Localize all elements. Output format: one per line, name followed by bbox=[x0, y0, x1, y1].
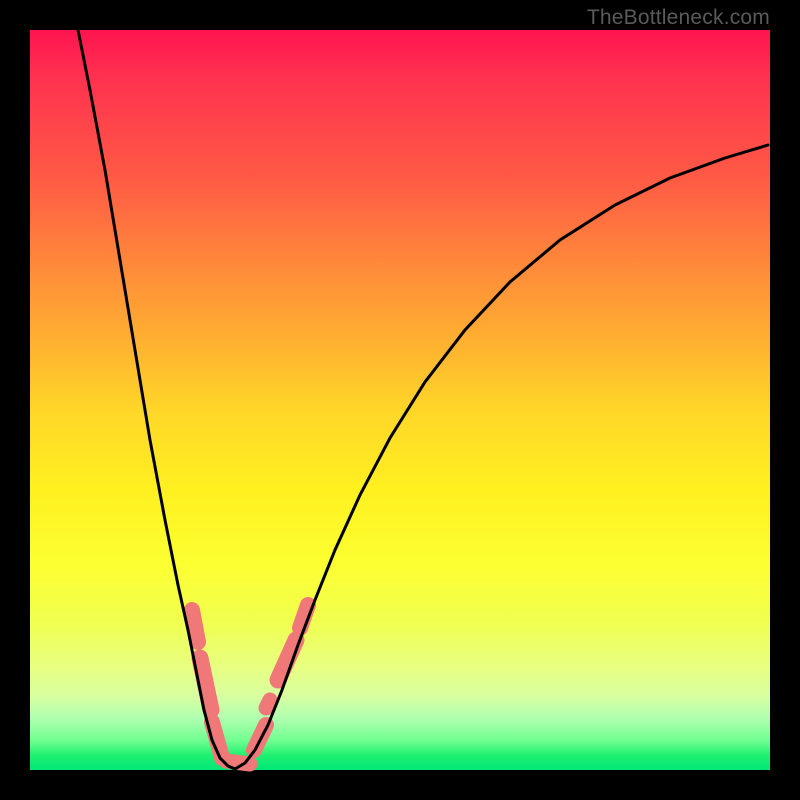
marker-segment bbox=[266, 700, 270, 708]
curve-left-branch bbox=[78, 30, 235, 769]
watermark-text: TheBottleneck.com bbox=[587, 6, 770, 30]
chart-plot-area bbox=[30, 30, 770, 770]
valley-markers bbox=[192, 605, 308, 764]
curve-right-branch bbox=[235, 145, 768, 769]
marker-segment bbox=[192, 610, 198, 642]
bottleneck-curve bbox=[30, 30, 770, 770]
